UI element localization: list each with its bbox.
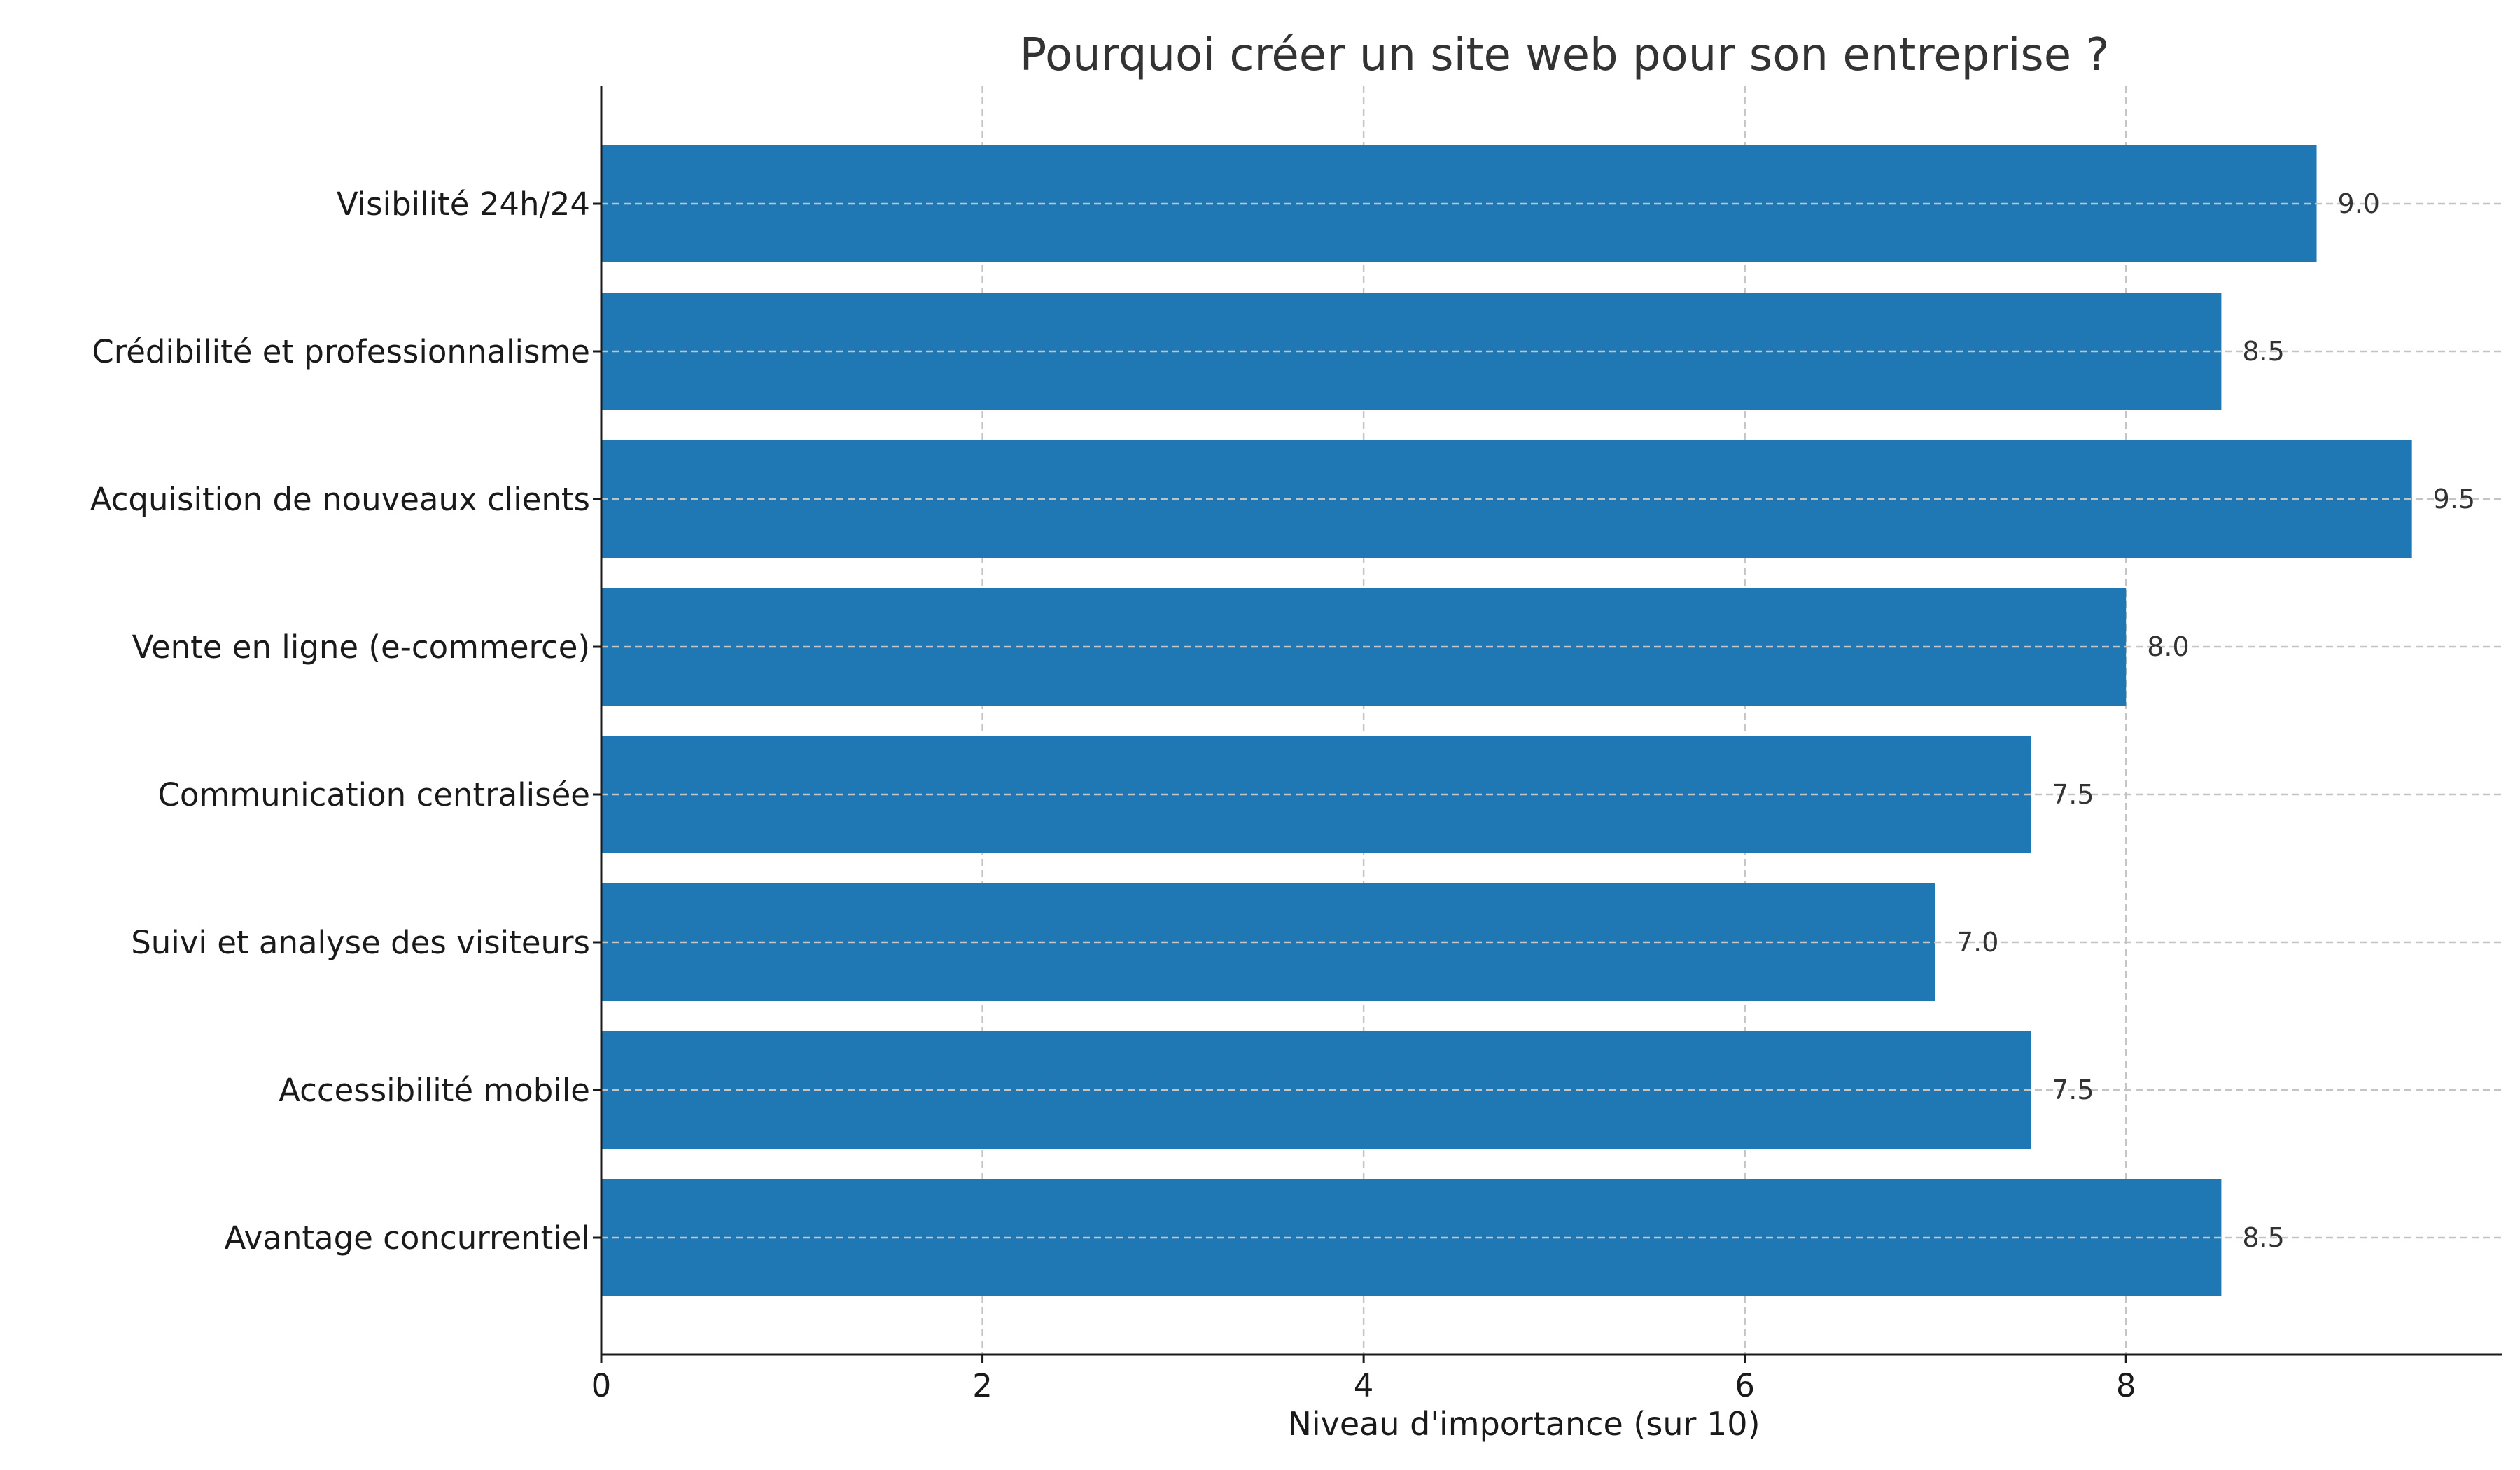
- y-tick-label: Acquisition de nouveaux clients: [90, 481, 590, 518]
- value-label: 8.5: [2242, 336, 2284, 367]
- y-tick-label: Visibilité 24h/24: [337, 186, 590, 223]
- axes: [600, 86, 2502, 1356]
- x-tick-label: 8: [2116, 1367, 2136, 1404]
- grid-lines: [981, 86, 2127, 1354]
- value-label: 9.5: [2433, 484, 2475, 514]
- y-tick-label: Crédibilité et professionnalisme: [92, 333, 590, 370]
- x-tick-label: 2: [972, 1367, 993, 1404]
- value-label: 7.5: [2052, 1074, 2094, 1105]
- chart-title: Pourquoi créer un site web pour son entr…: [1020, 29, 2110, 81]
- x-tick-label: 4: [1354, 1367, 1374, 1404]
- y-tick-label: Vente en ligne (e-commerce): [132, 629, 590, 666]
- value-label: 8.5: [2242, 1222, 2284, 1253]
- y-tick-label: Communication centralisée: [158, 776, 590, 813]
- bar: [601, 440, 2412, 558]
- x-axis-ticks: 0 2 4 6 8: [592, 1354, 2136, 1404]
- y-tick-label: Accessibilité mobile: [279, 1072, 590, 1109]
- value-label: 8.0: [2147, 631, 2189, 662]
- y-axis-ticks: Visibilité 24h/24 Crédibilité et professi…: [90, 186, 601, 1256]
- x-axis-label: Niveau d'importance (sur 10): [1287, 1405, 1760, 1443]
- x-tick-label: 6: [1735, 1367, 1755, 1404]
- value-label: 7.0: [1956, 927, 1998, 958]
- category-grid-lines: [601, 202, 2502, 1239]
- value-labels: 9.0 8.5 9.5 8.0 7.5 7.0 7.5 8.5: [1956, 188, 2475, 1253]
- value-label: 7.5: [2052, 779, 2094, 810]
- bars: [601, 145, 2412, 1296]
- y-tick-label: Suivi et analyse des visiteurs: [131, 924, 590, 961]
- y-tick-label: Avantage concurrentiel: [225, 1219, 590, 1256]
- x-tick-label: 0: [592, 1367, 612, 1404]
- value-label: 9.0: [2338, 188, 2380, 219]
